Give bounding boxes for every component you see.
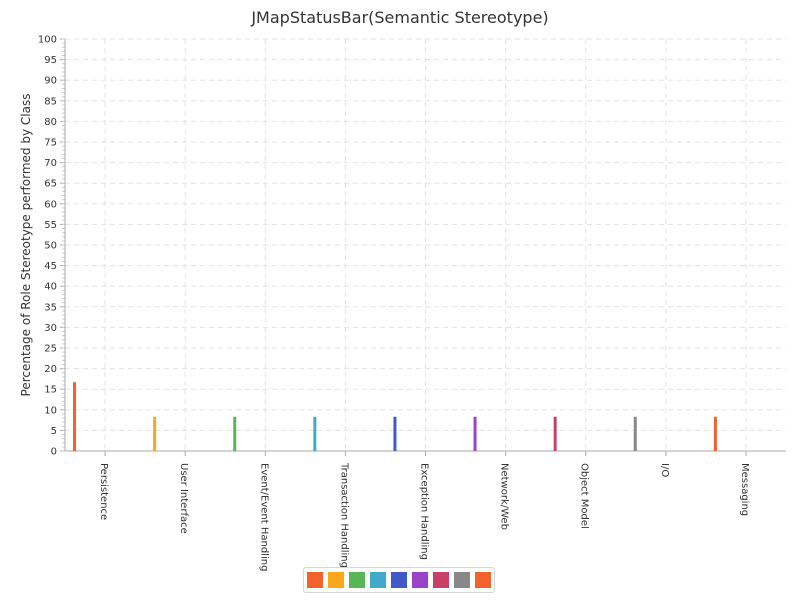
y-tick-label: 20 bbox=[44, 364, 57, 375]
y-tick-label: 50 bbox=[44, 241, 57, 252]
legend-swatch bbox=[433, 572, 449, 588]
x-tick-label: Messaging bbox=[739, 463, 750, 516]
legend-swatch bbox=[475, 572, 491, 588]
y-tick-label: 60 bbox=[44, 199, 57, 210]
bars bbox=[73, 382, 717, 451]
y-tick-label: 40 bbox=[44, 282, 57, 293]
y-tick-label: 10 bbox=[44, 405, 57, 416]
y-tick-label: 45 bbox=[44, 261, 57, 272]
legend-swatch bbox=[391, 572, 407, 588]
y-tick-label: 55 bbox=[44, 220, 57, 231]
y-tick-label: 30 bbox=[44, 323, 57, 334]
x-tick-label: Persistence bbox=[98, 463, 109, 520]
legend-swatch bbox=[307, 572, 323, 588]
legend-swatch bbox=[370, 572, 386, 588]
y-tick-label: 15 bbox=[44, 385, 57, 396]
bar bbox=[73, 382, 76, 451]
y-tick-label: 75 bbox=[44, 138, 57, 149]
axes: 0 5 10 15 20 25 30 35 40 45 50 55 60 65 70 75 80 85 90 95 10… bbox=[38, 35, 786, 458]
y-tick-label: 90 bbox=[44, 76, 57, 87]
legend-swatch bbox=[412, 572, 428, 588]
x-tick-label: Exception Handling bbox=[419, 463, 430, 560]
legend-swatch bbox=[328, 572, 344, 588]
x-tick-label: Object Model bbox=[579, 463, 590, 529]
y-tick-label: 100 bbox=[38, 35, 57, 46]
y-tick-label: 65 bbox=[44, 179, 57, 190]
legend bbox=[303, 567, 495, 593]
bar bbox=[233, 416, 237, 451]
bar bbox=[713, 416, 717, 451]
y-tick-label: 95 bbox=[44, 55, 57, 66]
y-tick-label: 85 bbox=[44, 96, 57, 107]
bar bbox=[393, 416, 397, 451]
grid bbox=[65, 38, 786, 451]
y-axis-label: Percentage of Role Stereotype performed … bbox=[19, 94, 33, 397]
category-labels: Persistence User Interface Event/Event Han… bbox=[98, 462, 750, 571]
y-tick-label: 0 bbox=[51, 447, 57, 458]
x-tick-label: User Interface bbox=[178, 463, 189, 534]
y-tick-label: 80 bbox=[44, 117, 57, 128]
bar bbox=[153, 416, 157, 451]
y-tick-label: 70 bbox=[44, 158, 57, 169]
bar bbox=[633, 416, 637, 451]
legend-swatch bbox=[454, 572, 470, 588]
y-tick-label: 35 bbox=[44, 302, 57, 313]
x-tick-label: Network/Web bbox=[499, 463, 510, 530]
bar bbox=[313, 416, 317, 451]
y-tick-label: 25 bbox=[44, 344, 57, 355]
y-tick-label: 5 bbox=[51, 426, 57, 437]
chart-title: JMapStatusBar(Semantic Stereotype) bbox=[250, 8, 548, 27]
x-tick-label: Transaction Handling bbox=[338, 462, 349, 568]
x-tick-label: Event/Event Handling bbox=[258, 463, 269, 571]
bar bbox=[473, 416, 477, 451]
x-tick-label: I/O bbox=[659, 463, 670, 477]
legend-swatch bbox=[349, 572, 365, 588]
bar bbox=[553, 416, 557, 451]
